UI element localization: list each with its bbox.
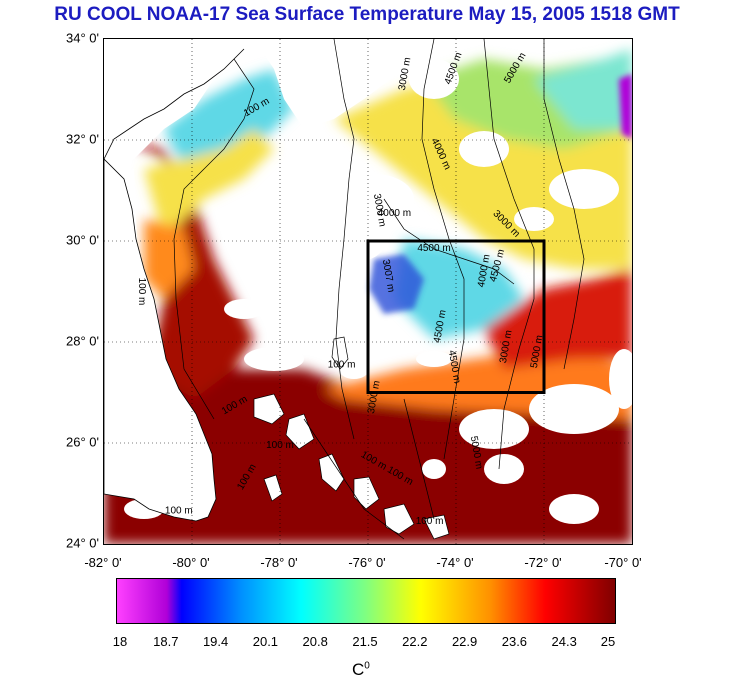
colorbar-tick: 21.5 [352,634,378,649]
sst-map[interactable]: 100 m 3000 m 4500 m 5000 m 4000 m 3000 m 4000 … [103,38,633,545]
sst-magenta-spot [619,74,632,139]
contour-label: 100 m [165,506,193,517]
colorbar-tick: 19.4 [202,634,229,649]
longitude-label: -76° 0' [348,555,386,570]
colorbar-unit: C0 [352,660,370,679]
contour-label: 100 m [328,359,356,370]
map-title: RU COOL NOAA-17 Sea Surface Temperature … [54,4,680,25]
colorbar-tick: 20.1 [252,634,279,649]
longitude-label: -80° 0' [172,555,210,570]
temperature-colorbar [116,578,616,624]
latitude-label: 26° 0' [66,434,99,450]
contour-label: 100 m [416,516,444,527]
colorbar-tick: 25 [600,634,616,649]
bathymetry-contours [173,39,585,540]
latitude-label: 32° 0' [66,131,99,147]
sst-cyan-offshore [394,239,524,339]
colorbar-tick: 18 [112,634,128,649]
contour-label: 100 m [136,278,147,306]
longitude-label: -82° 0' [84,555,122,570]
colorbar-tick: 20.8 [302,634,328,649]
sst-orange-coastal [144,219,194,299]
colorbar-tick: 18.7 [153,634,179,649]
colorbar-tick: 22.2 [402,634,428,649]
sst-red-band [484,269,632,369]
georgia-carolina-coast [104,48,245,160]
latitude-label: 34° 0' [66,30,99,46]
latitude-label: 30° 0' [66,232,99,248]
sst-yellow-shelf [144,129,274,239]
latitude-label: 24° 0' [66,535,99,551]
sst-cyan-east [534,49,632,129]
bahamas-islands [253,336,450,540]
colorbar-tick: 23.6 [501,634,528,649]
latitude-label: 28° 0' [66,333,99,349]
longitude-label: -78° 0' [260,555,298,570]
sst-blue-eddy [369,254,424,314]
land [104,48,245,522]
colorbar-tick: 22.9 [451,634,478,649]
sst-warm-southern-waters [104,339,632,544]
contour-label: 4500 m [417,243,450,254]
contour-label: 4000 m [378,208,411,219]
longitude-label: -72° 0' [524,555,562,570]
contour-label: 100 m [266,440,294,451]
longitude-label: -74° 0' [436,555,474,570]
florida-coastline [104,158,217,522]
colorbar-tick: 24.3 [551,634,577,649]
longitude-label: -70° 0' [604,555,642,570]
sst-field [104,49,632,544]
study-area-box [366,239,546,394]
sst-cyan-shelf [164,69,294,169]
